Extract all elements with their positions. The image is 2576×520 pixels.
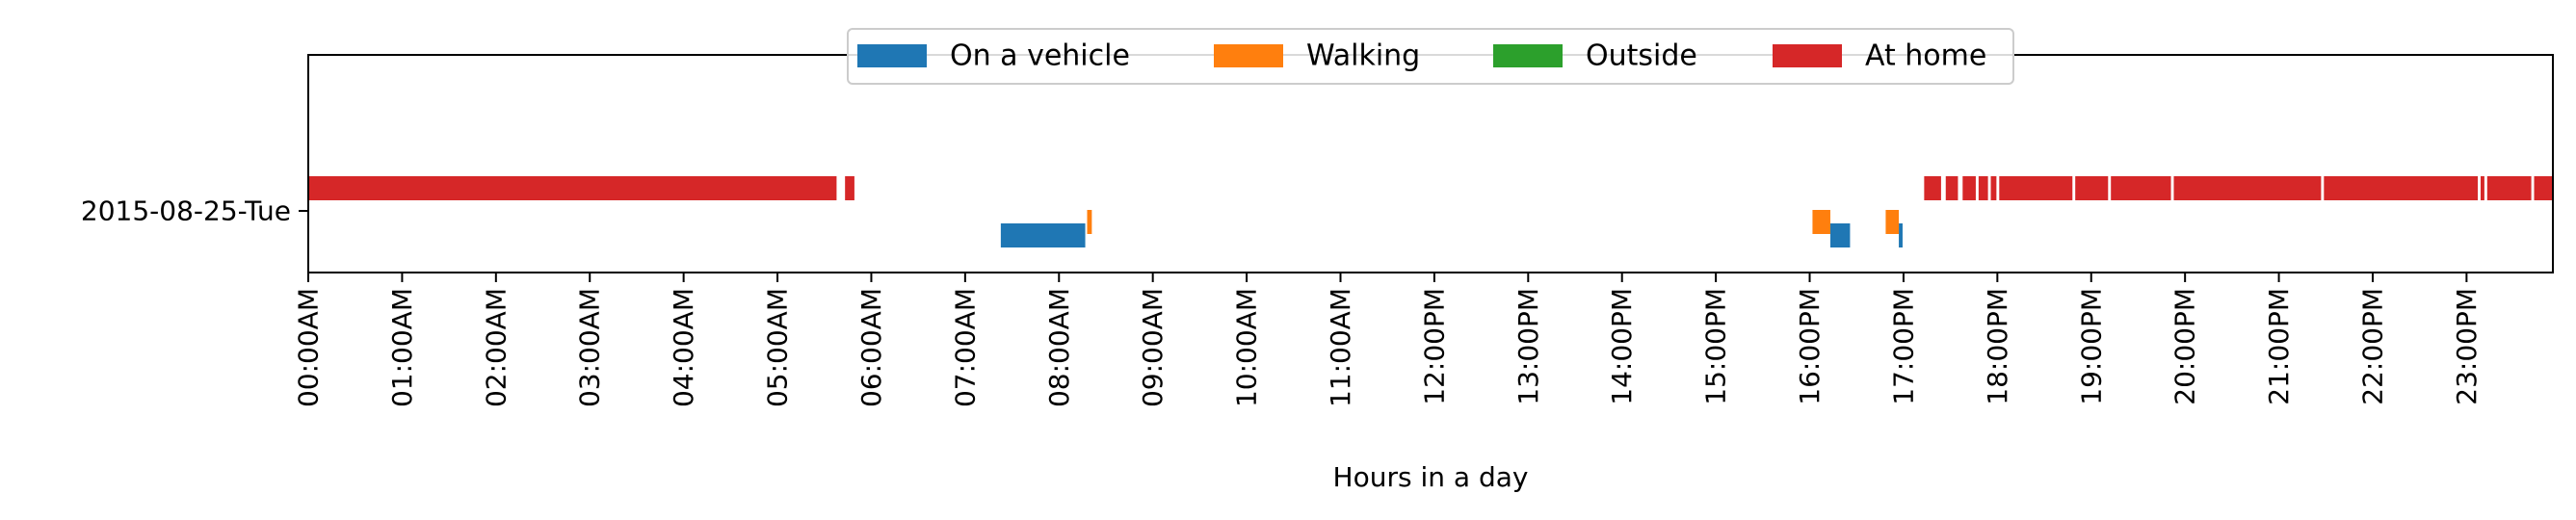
legend-swatch-at-home (1773, 44, 1842, 67)
bar-on-a-vehicle-0 (1000, 223, 1086, 247)
legend-label-outside: Outside (1586, 39, 1697, 73)
bar-at-home-3 (1945, 176, 1958, 200)
x-tick-label-9: 09:00AM (1137, 288, 1169, 407)
x-tick-label-6: 06:00AM (855, 288, 887, 407)
bar-at-home-7 (1999, 176, 2073, 200)
x-tick-label-11: 11:00AM (1325, 288, 1356, 407)
x-tick-label-17: 17:00PM (1887, 288, 1919, 405)
x-tick-label-7: 07:00AM (949, 288, 981, 407)
plot-frame (307, 54, 2554, 273)
legend-label-at-home: At home (1865, 39, 1986, 73)
x-tick-label-0: 00:00AM (293, 288, 325, 407)
legend-box (847, 28, 2014, 85)
bar-at-home-4 (1962, 176, 1976, 200)
legend-label-walking: Walking (1306, 39, 1420, 73)
legend-swatch-on-a-vehicle (857, 44, 927, 67)
legend-swatch-outside (1493, 44, 1563, 67)
x-axis-ticks: 00:00AM 01:00AM 02:00AM 03:00AM 04:00AM 05:00… (293, 273, 2483, 407)
x-tick-label-5: 05:00AM (762, 288, 794, 407)
bar-at-home-13 (2486, 176, 2532, 200)
bar-walking-1 (1812, 210, 1830, 234)
x-tick-label-14: 14:00PM (1606, 288, 1638, 405)
bar-at-home-8 (2075, 176, 2109, 200)
bar-walking-0 (1087, 210, 1092, 234)
x-tick-label-4: 04:00AM (668, 288, 699, 407)
y-tick-label: 2015-08-25-Tue (81, 195, 291, 227)
x-tick-label-21: 21:00PM (2263, 288, 2295, 405)
bar-at-home-14 (2534, 176, 2553, 200)
legend-swatch-walking (1214, 44, 1283, 67)
x-tick-label-8: 08:00AM (1043, 288, 1075, 407)
bar-at-home-0 (308, 176, 837, 200)
bar-at-home-6 (1990, 176, 1997, 200)
bar-at-home-12 (2480, 176, 2484, 200)
x-tick-label-3: 03:00AM (574, 288, 606, 407)
bar-at-home-10 (2173, 176, 2322, 200)
x-tick-label-10: 10:00AM (1231, 288, 1263, 407)
x-tick-label-2: 02:00AM (480, 288, 512, 407)
x-tick-label-20: 20:00PM (2169, 288, 2201, 405)
bar-on-a-vehicle-2 (1899, 223, 1903, 247)
x-tick-label-1: 01:00AM (386, 288, 418, 407)
bar-at-home-11 (2324, 176, 2479, 200)
bar-at-home-2 (1924, 176, 1941, 200)
legend-label-on-a-vehicle: On a vehicle (950, 39, 1130, 73)
bar-at-home-9 (2111, 176, 2171, 200)
x-tick-label-13: 13:00PM (1512, 288, 1544, 405)
x-tick-label-15: 15:00PM (1700, 288, 1732, 405)
bar-at-home-1 (845, 176, 854, 200)
x-tick-label-16: 16:00PM (1794, 288, 1826, 405)
bar-on-a-vehicle-1 (1829, 223, 1851, 247)
bar-walking-2 (1885, 210, 1900, 234)
x-axis-title: Hours in a day (1333, 461, 1529, 493)
x-tick-label-19: 19:00PM (2075, 288, 2107, 405)
x-tick-label-12: 12:00PM (1418, 288, 1450, 405)
bar-at-home-5 (1978, 176, 1988, 200)
x-tick-label-18: 18:00PM (1982, 288, 2013, 405)
activity-bars (308, 176, 2553, 247)
legend: On a vehicle Walking Outside At home (847, 28, 2014, 85)
x-tick-label-23: 23:00PM (2451, 288, 2483, 405)
y-axis-ticks: 2015-08-25-Tue (81, 195, 308, 227)
x-tick-label-22: 22:00PM (2356, 288, 2388, 405)
